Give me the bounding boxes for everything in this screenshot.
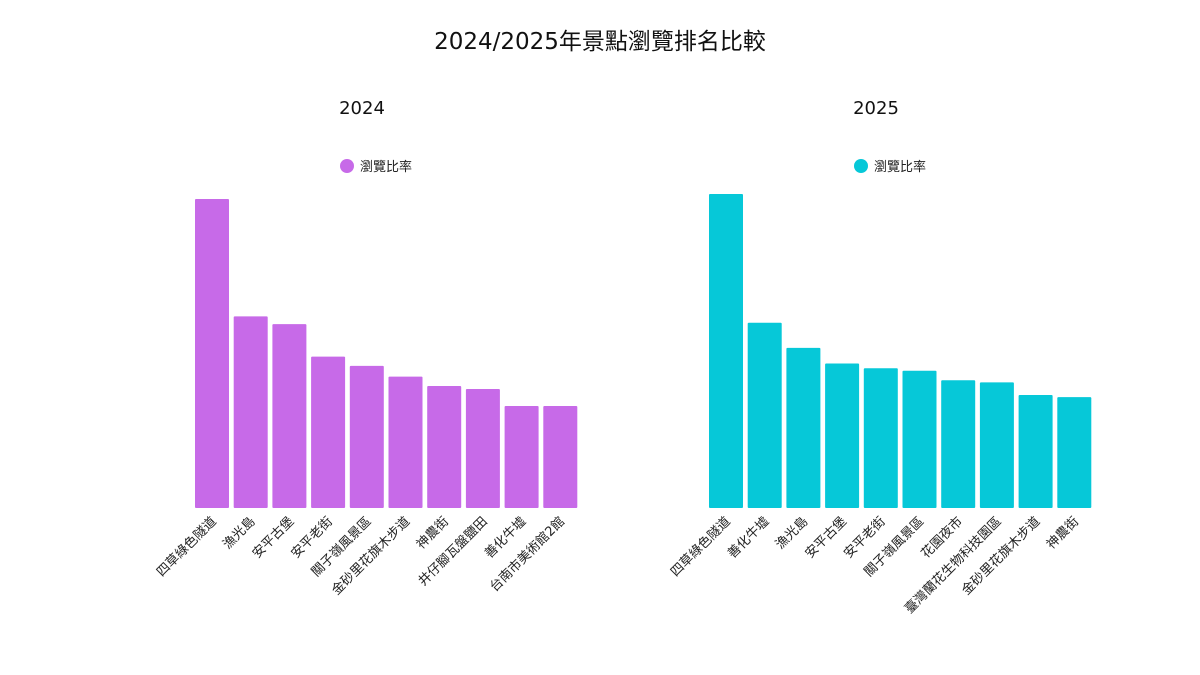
bar-2: [747, 322, 782, 508]
chart-subtitle: 2024: [339, 98, 385, 119]
bar-1: [195, 199, 229, 508]
bar-7: [427, 385, 462, 508]
legend-label: 瀏覽比率: [874, 159, 926, 175]
chart-subtitle: 2025: [853, 98, 899, 119]
x-tick-label: 安平古堡: [802, 514, 850, 562]
legend-swatch: [340, 159, 354, 173]
bar-5: [349, 365, 384, 508]
bar-6: [902, 370, 937, 508]
bar-10: [543, 406, 578, 508]
x-tick-label: 神農街: [1044, 514, 1082, 552]
bar-8: [979, 382, 1014, 508]
bar-10: [1057, 397, 1092, 508]
legend-label: 瀏覽比率: [360, 159, 412, 175]
x-tick-label: 安平古堡: [249, 514, 297, 562]
bar-9: [504, 406, 539, 508]
bar-7: [941, 380, 976, 508]
x-tick-label: 善化牛墟: [724, 514, 772, 562]
x-tick-label: 四草綠色隧道: [153, 514, 219, 580]
bar-3: [272, 324, 307, 508]
bar-6: [388, 376, 423, 508]
bar-4: [825, 363, 860, 508]
legend-swatch: [854, 159, 868, 173]
bar-4: [311, 356, 346, 508]
bar-8: [465, 389, 500, 508]
main-title: 2024/2025年景點瀏覽排名比較: [434, 29, 766, 55]
bar-5: [863, 368, 898, 508]
bar-1: [709, 194, 743, 508]
x-tick-label: 四草綠色隧道: [667, 514, 733, 580]
bar-3: [786, 347, 821, 508]
chart-panel-2024: 2024瀏覽比率四草綠色隧道 漁光島安平古堡安平老街關子嶺風景區金砂里花旗木步道神…: [153, 98, 578, 598]
x-tick-label: 井仔腳瓦盤鹽田: [416, 514, 491, 589]
bar-2: [233, 316, 268, 508]
bar-9: [1018, 394, 1053, 508]
